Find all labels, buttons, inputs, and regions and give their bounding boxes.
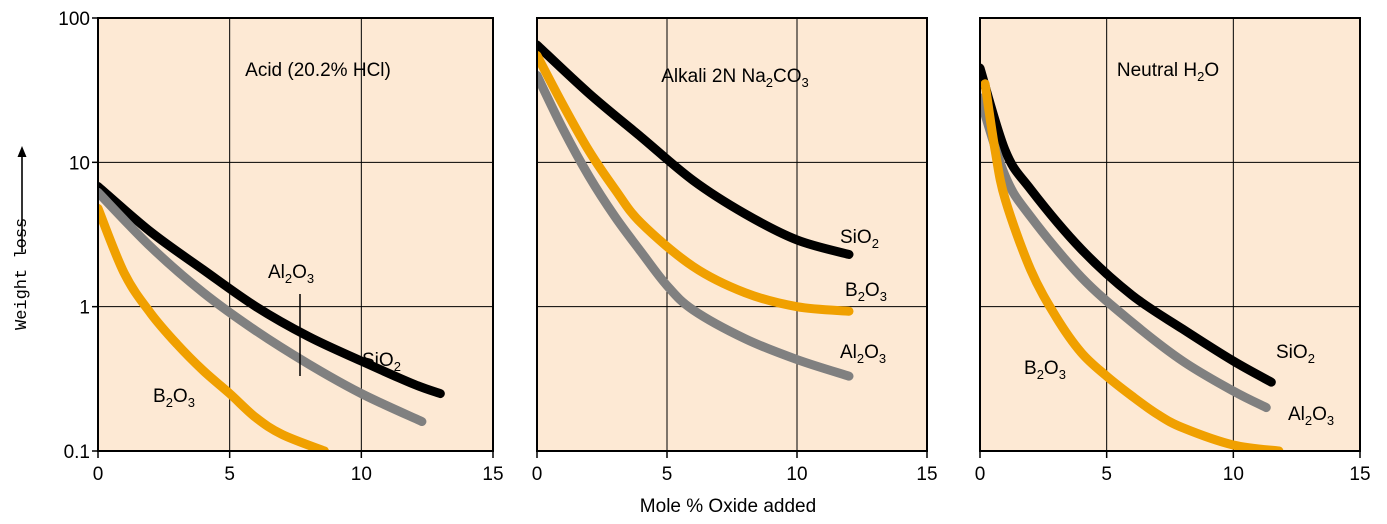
series-label-SiO2: SiO2 <box>840 227 879 251</box>
series-label-Al2O3: Al2O3 <box>1288 404 1334 428</box>
series-label-SiO2: SiO2 <box>362 350 401 374</box>
series-line-B2O3 <box>98 203 329 451</box>
x-tick-label: 10 <box>1223 464 1244 485</box>
x-tick-label: 5 <box>224 464 235 485</box>
plot-background <box>537 18 927 451</box>
x-tick-label: 5 <box>662 464 673 485</box>
x-tick-label: 15 <box>482 464 503 485</box>
series-line-Al2O3 <box>537 70 854 381</box>
series-line-SiO2 <box>980 63 1276 387</box>
series-line-SiO2 <box>98 182 445 399</box>
x-tick-label: 15 <box>1349 464 1370 485</box>
y-tick-label: 10 <box>69 153 90 174</box>
panel-2: SiO2 B2O3 Al2O3 Alkali 2N Na2CO3 0 5 10 15 <box>532 17 938 485</box>
y-axis-label: Weight loss <box>13 218 32 330</box>
x-tick-label: 0 <box>532 464 543 485</box>
series-line-B2O3 <box>537 50 854 316</box>
panel-1: SiO2 Al2O3 B2O3 Acid (20.2% HCl) 0 5 10 15 0.1 1 1… <box>58 9 503 485</box>
x-tick-label: 0 <box>975 464 986 485</box>
y-tick-label: 100 <box>58 9 90 30</box>
series-label-B2O3: B2O3 <box>153 386 195 410</box>
series-label-Al2O3: Al2O3 <box>840 342 886 366</box>
series-line-B2O3 <box>980 79 1284 451</box>
panel-title: Alkali 2N Na2CO3 <box>661 66 809 90</box>
plot-frame <box>536 17 928 452</box>
panel-3: SiO2 Al2O3 B2O3 Neutral H2O 0 5 10 15 <box>975 17 1371 485</box>
y-tick-label: 0.1 <box>64 442 90 463</box>
series-label-B2O3: B2O3 <box>1024 358 1066 382</box>
series-line-SiO2 <box>537 40 854 259</box>
x-tick-label: 10 <box>786 464 807 485</box>
x-tick-label: 10 <box>351 464 372 485</box>
plot-background <box>980 18 1360 451</box>
panel-title: Acid (20.2% HCl) <box>245 60 391 81</box>
y-tick-label: 1 <box>79 298 90 319</box>
x-tick-label: 15 <box>916 464 937 485</box>
series-line-Al2O3 <box>980 93 1271 413</box>
series-line-Al2O3 <box>98 187 427 427</box>
plot-frame <box>979 17 1361 452</box>
x-axis-label: Mole % Oxide added <box>640 496 816 517</box>
series-label-SiO2: SiO2 <box>1276 342 1315 366</box>
plot-background <box>98 18 493 451</box>
panel-title: Neutral H2O <box>1117 60 1219 84</box>
series-label-Al2O3: Al2O3 <box>268 262 314 286</box>
x-tick-label: 0 <box>93 464 104 485</box>
series-label-B2O3: B2O3 <box>845 280 887 304</box>
y-axis-arrow-icon <box>17 146 27 252</box>
plot-frame <box>97 17 494 452</box>
x-tick-label: 5 <box>1101 464 1112 485</box>
